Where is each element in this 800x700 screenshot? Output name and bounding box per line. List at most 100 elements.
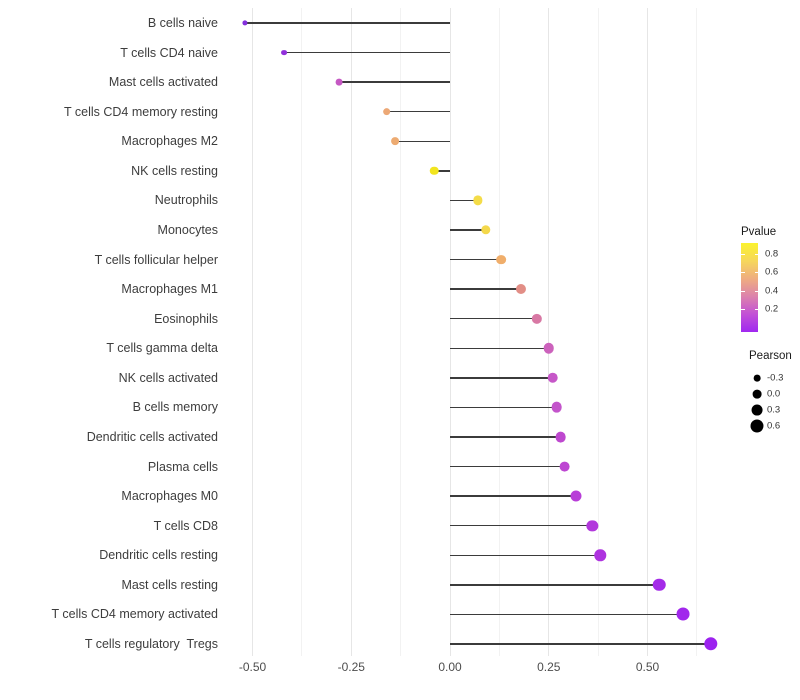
pvalue-tick-mark bbox=[741, 272, 745, 274]
lollipop-dot bbox=[531, 313, 543, 324]
pvalue-tick-label: 0.4 bbox=[765, 285, 779, 297]
lollipop-dot bbox=[653, 578, 666, 592]
minor-gridline bbox=[301, 8, 303, 656]
major-gridline bbox=[350, 8, 352, 656]
lollipop-stick bbox=[450, 643, 711, 645]
minor-gridline bbox=[696, 8, 698, 656]
lollipop-dot bbox=[594, 549, 606, 561]
x-axis-tick-label: 0.50 bbox=[635, 660, 660, 674]
pvalue-tick-mark bbox=[754, 254, 758, 255]
x-axis-tick-label: -0.50 bbox=[238, 660, 267, 674]
y-axis-label: Macrophages M2 bbox=[121, 134, 218, 149]
y-axis-label: NK cells activated bbox=[118, 370, 218, 385]
lollipop-stick bbox=[450, 258, 502, 261]
lollipop-stick bbox=[450, 613, 684, 616]
lollipop-dot bbox=[335, 78, 343, 86]
pvalue-tick-label: 0.8 bbox=[765, 248, 779, 260]
major-gridline bbox=[647, 8, 648, 656]
pvalue-tick-mark bbox=[754, 290, 758, 292]
pearson-legend-label: -0.3 bbox=[767, 372, 784, 384]
pearson-legend-label: 0.0 bbox=[767, 388, 781, 400]
pvalue-tick-mark bbox=[741, 309, 745, 311]
lollipop-dot bbox=[473, 195, 483, 206]
lollipop-dot bbox=[570, 490, 582, 502]
y-axis-label: Neutrophils bbox=[154, 193, 218, 208]
lollipop-dot bbox=[586, 520, 598, 532]
lollipop-dot bbox=[703, 637, 718, 651]
lollipop-stick bbox=[450, 317, 537, 320]
y-axis-label: T cells CD4 naive bbox=[120, 45, 218, 60]
pearson-legend-label: 0.3 bbox=[767, 404, 781, 416]
x-axis-tick-label: -0.25 bbox=[337, 660, 365, 674]
pvalue-legend: Pvalue 0.8 0.6 0.4 0.2 bbox=[741, 226, 800, 332]
lollipop-stick bbox=[450, 229, 486, 231]
y-axis-label: T cells regulatory Tregs bbox=[84, 636, 218, 651]
y-axis-label: Plasma cells bbox=[147, 459, 218, 474]
pvalue-tick-label: 0.6 bbox=[765, 266, 779, 278]
lollipop-stick bbox=[450, 199, 478, 202]
minor-gridline bbox=[498, 8, 500, 656]
pvalue-tick-mark bbox=[754, 272, 758, 274]
lollipop-stick bbox=[450, 524, 593, 527]
pearson-legend-circle bbox=[752, 389, 762, 399]
lollipop-stick bbox=[450, 288, 522, 290]
lollipop-stick bbox=[450, 436, 561, 438]
lollipop-stick bbox=[450, 347, 549, 350]
lollipop-stick bbox=[434, 170, 450, 172]
lollipop-stick bbox=[450, 406, 557, 409]
lollipop-dot bbox=[516, 284, 527, 295]
minor-gridline bbox=[597, 8, 599, 656]
lollipop-dot bbox=[480, 225, 491, 235]
pearson-legend-label: 0.6 bbox=[767, 420, 781, 432]
lollipop-stick bbox=[244, 22, 450, 24]
y-axis-label: NK cells resting bbox=[131, 163, 218, 178]
lollipop-dot bbox=[281, 49, 288, 56]
lollipop-dot bbox=[547, 372, 558, 384]
pvalue-legend-title: Pvalue bbox=[741, 226, 777, 238]
y-axis-label: T cells CD8 bbox=[153, 518, 218, 533]
y-axis-label: Macrophages M1 bbox=[121, 282, 218, 297]
minor-gridline bbox=[400, 8, 402, 656]
lollipop-dot bbox=[496, 254, 507, 265]
y-axis-label: T cells CD4 memory resting bbox=[64, 104, 218, 119]
major-gridline bbox=[548, 8, 550, 656]
y-axis-label: T cells follicular helper bbox=[94, 252, 218, 267]
lollipop-stick bbox=[284, 51, 450, 54]
pvalue-tick-label: 0.2 bbox=[765, 303, 779, 315]
pearson-legend-circle bbox=[751, 404, 763, 416]
lollipop-dot bbox=[559, 461, 570, 472]
y-axis-label: T cells gamma delta bbox=[106, 341, 218, 356]
major-gridline bbox=[252, 8, 253, 656]
lollipop-stick bbox=[386, 110, 450, 113]
y-axis-label: T cells CD4 memory activated bbox=[51, 607, 219, 622]
lollipop-stick bbox=[394, 140, 450, 143]
lollipop-stick bbox=[450, 465, 565, 468]
pvalue-colorbar bbox=[741, 243, 758, 332]
x-axis-tick-label: 0.00 bbox=[438, 660, 462, 674]
lollipop-stick bbox=[450, 554, 601, 556]
lollipop-stick bbox=[450, 495, 577, 497]
lollipop-dot bbox=[242, 20, 248, 26]
lollipop-stick bbox=[450, 377, 553, 379]
pvalue-tick-mark bbox=[754, 309, 758, 311]
y-axis-label: Dendritic cells resting bbox=[99, 548, 218, 563]
major-gridline bbox=[449, 8, 451, 656]
y-axis-label: Mast cells activated bbox=[108, 75, 218, 90]
pearson-legend-title: Pearson bbox=[749, 350, 792, 362]
pvalue-tick-mark bbox=[741, 254, 745, 255]
lollipop-dot bbox=[555, 431, 566, 443]
pearson-legend-circle bbox=[750, 419, 764, 433]
pearson-legend-circle bbox=[753, 374, 761, 382]
lollipop-dot bbox=[543, 342, 555, 354]
lollipop-dot bbox=[390, 137, 399, 146]
y-axis-label: B cells naive bbox=[147, 16, 218, 30]
y-axis-label: Dendritic cells activated bbox=[86, 429, 218, 444]
lollipop-dot bbox=[382, 107, 391, 116]
y-axis-label: B cells memory bbox=[132, 400, 218, 415]
lollipop-dot bbox=[429, 166, 439, 176]
pvalue-tick-mark bbox=[741, 290, 745, 292]
lollipop-dot bbox=[551, 402, 562, 413]
lollipop-stick bbox=[339, 81, 450, 83]
y-axis-label: Monocytes bbox=[157, 222, 218, 237]
